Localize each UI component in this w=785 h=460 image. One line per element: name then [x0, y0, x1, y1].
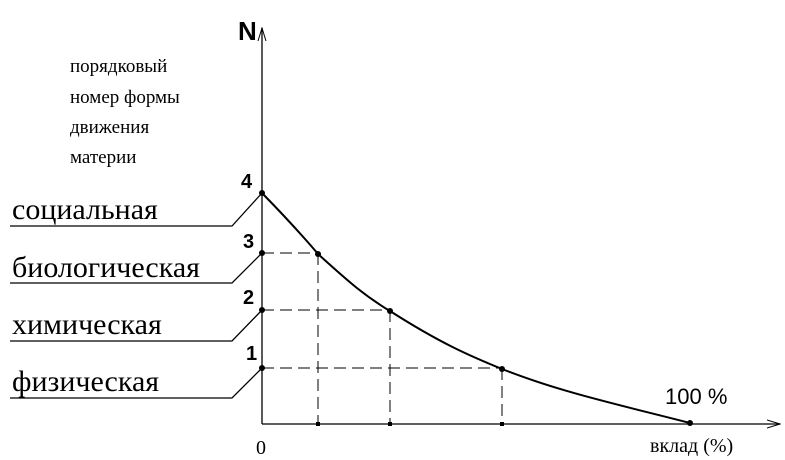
level-number-1: 1 — [246, 343, 257, 365]
level-number-2: 2 — [243, 287, 254, 309]
y-axis-symbol: N — [238, 16, 257, 46]
level-name-chemical: химическая — [12, 308, 162, 341]
contribution-curve — [261, 192, 691, 424]
x-axis-caption: вклад (%) — [650, 435, 733, 457]
x-origin-label: 0 — [256, 437, 266, 459]
point-curve-1 — [499, 366, 505, 372]
leader-3 — [10, 252, 263, 284]
leader-1 — [10, 367, 263, 399]
leader-2 — [10, 309, 263, 342]
point-curve-3 — [315, 251, 321, 257]
leader-4 — [10, 192, 263, 227]
point-curve-end — [687, 420, 693, 426]
y-caption-line-3: движения — [70, 117, 149, 138]
y-caption-line-4: материи — [70, 147, 136, 168]
level-number-3: 3 — [243, 231, 254, 253]
x-tick-3 — [316, 422, 320, 426]
level-name-social: социальная — [12, 193, 158, 226]
point-curve-2 — [387, 308, 393, 314]
level-name-biological: биологическая — [12, 251, 200, 284]
x-tick-1 — [500, 422, 504, 426]
x-tick-2 — [388, 422, 392, 426]
y-caption-line-1: порядковый — [70, 56, 167, 77]
level-number-4: 4 — [241, 171, 253, 193]
points — [259, 190, 693, 426]
leader-lines — [10, 192, 263, 399]
curve-end-label: 100 % — [665, 384, 727, 409]
level-name-physical: физическая — [12, 365, 159, 398]
y-caption-line-2: номер формы — [70, 87, 180, 108]
dashed-guides — [262, 252, 503, 424]
